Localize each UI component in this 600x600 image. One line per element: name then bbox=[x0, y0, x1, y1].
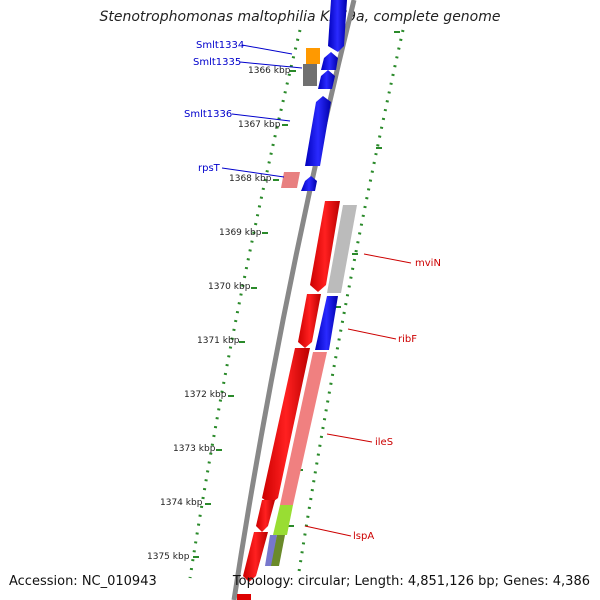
gene-feature[interactable] bbox=[318, 70, 335, 89]
gene-feature[interactable] bbox=[243, 532, 268, 582]
gene-label[interactable]: ileS bbox=[375, 437, 393, 448]
label-leader bbox=[231, 113, 291, 122]
map-title: Stenotrophomonas maltophilia K279a, comp… bbox=[99, 9, 501, 25]
kbp-label: 1375 kbp bbox=[147, 552, 190, 562]
gene-feature[interactable] bbox=[256, 500, 275, 532]
forward-strand-genes bbox=[301, 0, 347, 191]
kbp-label: 1370 kbp bbox=[208, 282, 251, 292]
label-leader bbox=[221, 167, 285, 178]
left-side-genes bbox=[281, 48, 320, 188]
gene-label[interactable]: mviN bbox=[415, 258, 441, 269]
gene-feature[interactable] bbox=[328, 0, 347, 52]
gene-label[interactable]: Smlt1336 bbox=[184, 109, 232, 120]
gene-feature[interactable] bbox=[271, 535, 285, 566]
gene-feature[interactable] bbox=[280, 352, 327, 505]
label-leader bbox=[241, 44, 293, 55]
gene-feature[interactable] bbox=[237, 594, 251, 600]
kbp-label: 1373 kbp bbox=[173, 444, 216, 454]
genome-backbone bbox=[231, 0, 357, 600]
kbp-label: 1367 kbp bbox=[238, 120, 281, 130]
gene-label[interactable]: rpsT bbox=[198, 163, 221, 174]
gene-label[interactable]: lspA bbox=[353, 531, 374, 542]
gene-label[interactable]: ribF bbox=[398, 334, 417, 345]
gene-label[interactable]: Smlt1334 bbox=[196, 40, 244, 51]
gene-feature[interactable] bbox=[273, 505, 293, 535]
label-leader bbox=[239, 61, 303, 69]
gene-feature[interactable] bbox=[321, 52, 338, 70]
accession-text: Accession: NC_010943 bbox=[9, 574, 157, 589]
label-leader bbox=[326, 433, 373, 443]
gene-label[interactable]: Smlt1335 bbox=[193, 57, 241, 68]
gene-feature[interactable] bbox=[262, 348, 310, 504]
gene-feature[interactable] bbox=[315, 296, 338, 350]
gene-feature[interactable] bbox=[298, 294, 321, 348]
gene-feature[interactable] bbox=[265, 535, 277, 566]
label-leader bbox=[347, 328, 397, 340]
kbp-label: 1369 kbp bbox=[219, 228, 262, 238]
reverse-outer-genes bbox=[265, 205, 357, 566]
gene-feature[interactable] bbox=[301, 176, 317, 191]
gene-feature[interactable] bbox=[306, 48, 320, 64]
gene-feature[interactable] bbox=[310, 201, 340, 292]
gene-feature[interactable] bbox=[305, 96, 331, 166]
label-leader bbox=[363, 253, 412, 264]
kbp-label: 1374 kbp bbox=[160, 498, 203, 508]
gene-feature[interactable] bbox=[327, 205, 357, 293]
kbp-tick-marks bbox=[193, 70, 296, 558]
reverse-red-genes bbox=[237, 201, 340, 600]
kbp-label: 1372 kbp bbox=[184, 390, 227, 400]
kbp-label: 1368 kbp bbox=[229, 174, 272, 184]
gene-feature[interactable] bbox=[303, 64, 317, 86]
topology-text: Topology: circular; Length: 4,851,126 bp… bbox=[232, 574, 590, 589]
kbp-label: 1371 kbp bbox=[197, 336, 240, 346]
label-leader bbox=[304, 525, 352, 537]
gene-feature[interactable] bbox=[281, 172, 300, 188]
kbp-label: 1366 kbp bbox=[248, 66, 291, 76]
